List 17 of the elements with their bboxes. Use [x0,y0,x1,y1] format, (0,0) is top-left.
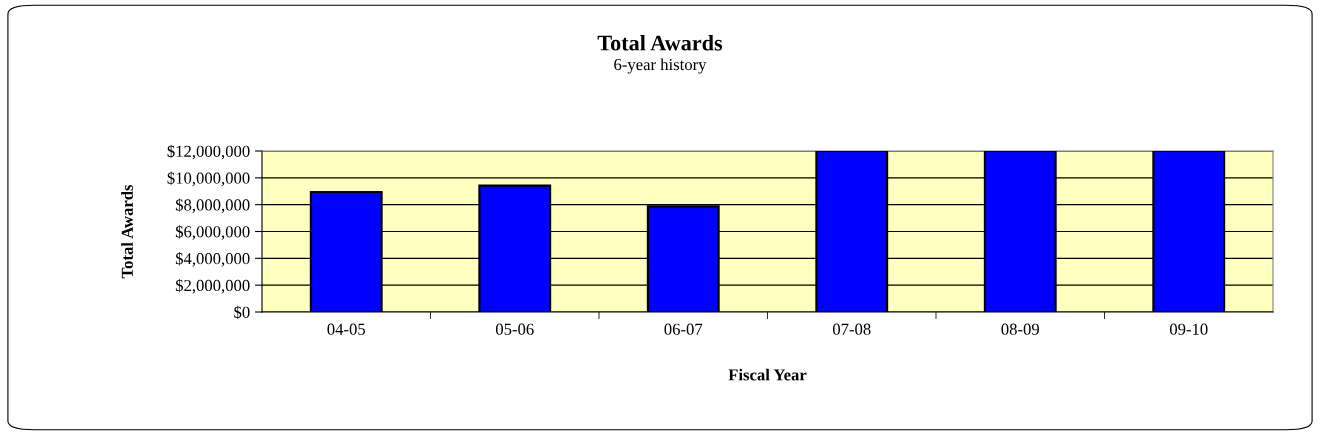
chart-subtitle: 6-year history [614,58,707,74]
y-tick-label: $6,000,000 [175,225,250,240]
x-tick-label: 08-09 [1001,323,1040,335]
y-tick-label: $8,000,000 [175,198,250,214]
y-tick-label: $0 [234,305,250,320]
chart-title: Total Awards [597,34,723,51]
y-tick-label: $10,000,000 [167,171,250,187]
x-axis-title: Fiscal Year [728,368,807,381]
y-tick-label: $4,000,000 [175,252,250,267]
x-tick-label: 05-06 [495,323,534,335]
x-tick-label: 06-07 [664,323,703,335]
y-tick-label: $12,000,000 [167,144,250,160]
x-tick-label: 07-08 [832,323,871,335]
x-tick-label: 09-10 [1169,323,1208,335]
y-tick-label: $2,000,000 [175,278,250,294]
x-tick-label: 04-05 [327,323,366,335]
y-axis-title: Total Awards [121,184,133,279]
